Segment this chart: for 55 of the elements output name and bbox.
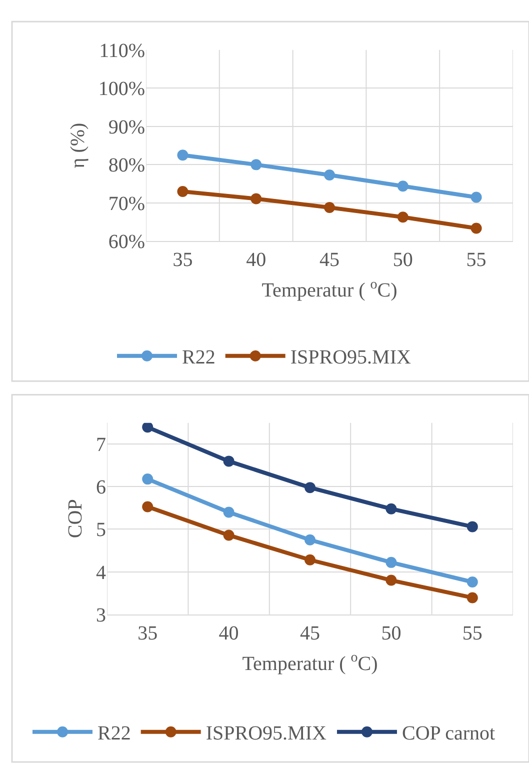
x-tick-label: 35	[172, 249, 193, 272]
x-tick-label: 40	[218, 622, 239, 644]
y-tick-label: 3	[96, 604, 106, 626]
legend-label: ISPRO95.MIX	[206, 722, 327, 745]
point	[304, 534, 316, 546]
x-tick-label: 40	[246, 249, 266, 272]
legend-label: R22	[98, 722, 131, 745]
x-tick-label: 50	[381, 622, 402, 644]
y-tick-label: 6	[96, 476, 106, 499]
legend-label: COP carnot	[402, 722, 496, 745]
point	[397, 180, 408, 192]
x-tick-label: 55	[466, 249, 486, 272]
y-tick-label: 4	[96, 562, 106, 584]
y-tick-label: 5	[96, 519, 106, 542]
x-axis-title: Temperatur ( $^{o}$C)	[242, 650, 378, 675]
point	[304, 482, 316, 494]
point	[466, 592, 478, 604]
point	[470, 192, 482, 203]
y-tick-label: 7	[96, 434, 106, 456]
y-tick-label: 100%	[98, 78, 145, 100]
point	[250, 159, 262, 170]
x-tick-label: 55	[462, 622, 482, 644]
x-axis-title: Temperatur ( $^{o}$C)	[262, 277, 398, 302]
x-tick-label: 45	[300, 622, 320, 644]
point	[250, 193, 262, 204]
point	[142, 422, 154, 433]
point	[466, 521, 478, 532]
point	[223, 530, 234, 541]
point	[397, 212, 408, 223]
point	[223, 506, 234, 518]
point	[304, 554, 316, 566]
point	[142, 501, 154, 512]
point	[324, 202, 335, 214]
point	[142, 474, 154, 485]
legend-label: R22	[182, 346, 216, 369]
x-tick-label: 50	[392, 249, 413, 272]
legend-label: ISPRO95.MIX	[290, 346, 412, 369]
x-tick-label: 45	[320, 249, 340, 272]
y-tick-label: 70%	[108, 192, 145, 215]
point	[466, 576, 478, 588]
point	[386, 503, 397, 514]
y-axis-title: COP	[64, 499, 86, 538]
y-tick-label: 90%	[108, 116, 145, 138]
y-tick-label: 110%	[99, 40, 145, 62]
x-tick-label: 35	[138, 622, 158, 644]
point	[223, 456, 234, 467]
point	[177, 150, 188, 161]
y-tick-label: 60%	[108, 231, 145, 254]
point	[470, 222, 482, 234]
point	[386, 556, 397, 568]
point	[386, 574, 397, 586]
y-axis-title: η (%)	[66, 122, 89, 168]
point	[324, 170, 335, 181]
point	[177, 186, 188, 197]
y-tick-label: 80%	[108, 154, 145, 177]
